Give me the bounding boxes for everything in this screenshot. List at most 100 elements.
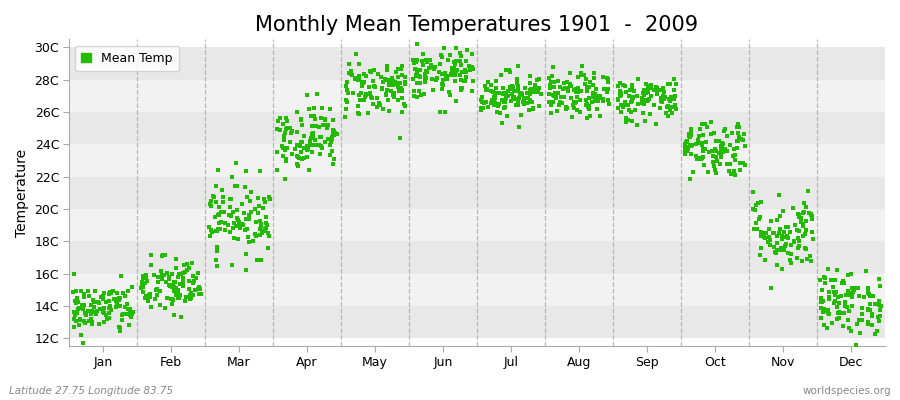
Point: [348, 74, 363, 81]
Point: [136, 284, 150, 290]
Point: [799, 204, 814, 210]
Point: [580, 84, 595, 91]
Point: [480, 86, 494, 92]
Point: [552, 102, 566, 108]
Point: [532, 85, 546, 91]
Point: [382, 82, 396, 89]
Point: [752, 214, 767, 220]
Point: [787, 238, 801, 244]
Point: [171, 274, 185, 281]
Point: [777, 229, 791, 235]
Point: [315, 105, 329, 111]
Point: [124, 284, 139, 290]
Point: [581, 95, 596, 101]
Point: [851, 285, 866, 292]
Point: [659, 110, 673, 116]
Point: [684, 143, 698, 150]
Point: [115, 317, 130, 324]
Point: [708, 146, 723, 152]
Point: [218, 220, 232, 226]
Point: [341, 90, 356, 96]
Point: [814, 296, 829, 303]
Point: [134, 285, 148, 291]
Point: [844, 327, 859, 334]
Point: [621, 102, 635, 108]
Point: [358, 94, 373, 100]
Point: [695, 155, 709, 161]
Point: [418, 71, 432, 78]
Point: [466, 66, 481, 73]
Point: [449, 68, 464, 74]
Point: [766, 230, 780, 236]
Point: [409, 59, 423, 65]
Point: [554, 100, 569, 106]
Point: [458, 78, 473, 84]
Point: [644, 92, 658, 99]
Point: [696, 148, 710, 154]
Point: [488, 100, 502, 106]
Point: [726, 168, 741, 174]
Point: [566, 99, 580, 106]
Point: [829, 288, 843, 295]
Point: [244, 209, 258, 216]
Point: [248, 218, 263, 225]
Point: [835, 323, 850, 329]
Point: [326, 117, 340, 123]
Point: [348, 50, 363, 57]
Point: [596, 96, 610, 102]
Point: [239, 194, 254, 200]
Point: [487, 98, 501, 104]
Point: [817, 306, 832, 312]
Point: [854, 317, 868, 323]
Point: [300, 154, 314, 160]
Point: [273, 126, 287, 133]
Point: [621, 117, 635, 123]
Point: [427, 66, 441, 72]
Point: [391, 97, 405, 103]
Point: [542, 74, 556, 81]
Point: [174, 271, 188, 277]
Point: [683, 142, 698, 148]
Point: [439, 72, 454, 79]
Point: [305, 123, 320, 130]
Point: [96, 319, 111, 325]
Point: [534, 91, 548, 97]
Point: [486, 102, 500, 108]
Point: [292, 155, 306, 161]
Point: [696, 146, 710, 153]
Point: [183, 292, 197, 298]
Point: [431, 68, 446, 75]
Point: [839, 292, 853, 298]
Point: [307, 105, 321, 111]
Point: [158, 304, 173, 311]
Point: [135, 278, 149, 285]
Bar: [69, 112, 885, 144]
Point: [571, 84, 585, 91]
Point: [123, 309, 138, 316]
Point: [418, 79, 432, 85]
Point: [318, 116, 332, 122]
Point: [435, 86, 449, 92]
Point: [112, 303, 127, 309]
Point: [168, 292, 183, 298]
Point: [723, 142, 737, 148]
Point: [488, 90, 502, 97]
Point: [326, 130, 340, 136]
Point: [256, 204, 270, 211]
Point: [212, 203, 227, 210]
Point: [72, 305, 86, 311]
Point: [100, 316, 114, 322]
Point: [314, 143, 328, 150]
Point: [805, 228, 819, 235]
Point: [407, 60, 421, 66]
Point: [657, 88, 671, 95]
Point: [418, 56, 433, 63]
Point: [653, 94, 668, 101]
Point: [67, 324, 81, 330]
Point: [85, 317, 99, 324]
Point: [861, 291, 876, 298]
Point: [97, 310, 112, 316]
Point: [253, 231, 267, 238]
Point: [169, 285, 184, 292]
Point: [841, 317, 855, 324]
